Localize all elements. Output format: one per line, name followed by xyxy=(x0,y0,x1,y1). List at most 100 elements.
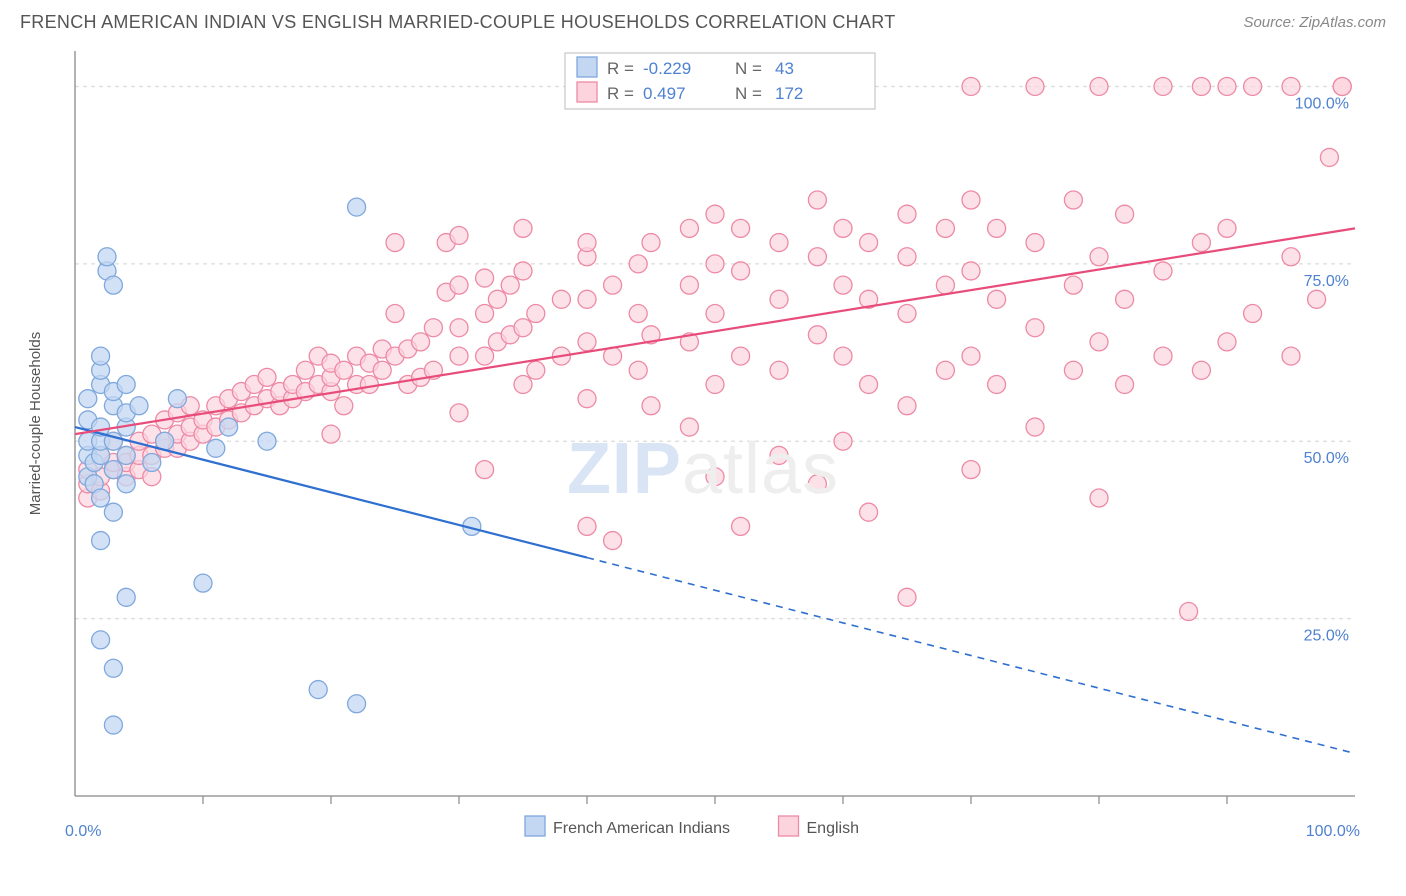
data-point xyxy=(1064,361,1082,379)
data-point xyxy=(706,205,724,223)
chart-title: FRENCH AMERICAN INDIAN VS ENGLISH MARRIE… xyxy=(20,12,896,33)
legend-swatch xyxy=(577,82,597,102)
data-point xyxy=(860,503,878,521)
data-point xyxy=(348,198,366,216)
data-point xyxy=(1154,77,1172,95)
data-point xyxy=(412,333,430,351)
legend-n-label: N = xyxy=(735,59,762,78)
data-point xyxy=(1282,77,1300,95)
data-point xyxy=(936,361,954,379)
data-point xyxy=(898,248,916,266)
series-english xyxy=(79,77,1351,620)
data-point xyxy=(424,319,442,337)
data-point xyxy=(629,305,647,323)
data-point xyxy=(207,439,225,457)
data-point xyxy=(1244,305,1262,323)
data-point xyxy=(808,191,826,209)
data-point xyxy=(680,219,698,237)
data-point xyxy=(450,226,468,244)
data-point xyxy=(143,454,161,472)
data-point xyxy=(450,319,468,337)
data-point xyxy=(1192,361,1210,379)
data-point xyxy=(988,290,1006,308)
y-axis-label: Married-couple Households xyxy=(27,332,44,515)
data-point xyxy=(476,347,494,365)
trend-line-solid xyxy=(75,427,587,558)
data-point xyxy=(527,305,545,323)
data-point xyxy=(732,219,750,237)
data-point xyxy=(629,361,647,379)
legend-series-label: French American Indians xyxy=(553,820,730,837)
data-point xyxy=(642,234,660,252)
trend-line-dashed xyxy=(587,558,1355,754)
data-point xyxy=(552,290,570,308)
data-point xyxy=(1116,375,1134,393)
data-point xyxy=(104,276,122,294)
data-point xyxy=(1026,234,1044,252)
data-point xyxy=(936,219,954,237)
correlation-chart: 25.0%50.0%75.0%100.0%0.0%100.0%Married-c… xyxy=(20,41,1386,896)
data-point xyxy=(1026,77,1044,95)
data-point xyxy=(604,276,622,294)
data-point xyxy=(1192,234,1210,252)
data-point xyxy=(1090,333,1108,351)
data-point xyxy=(860,375,878,393)
data-point xyxy=(335,397,353,415)
legend-r-value: 0.497 xyxy=(643,84,686,103)
data-point xyxy=(578,234,596,252)
data-point xyxy=(527,361,545,379)
data-point xyxy=(1154,262,1172,280)
data-point xyxy=(309,681,327,699)
data-point xyxy=(488,290,506,308)
data-point xyxy=(834,276,852,294)
data-point xyxy=(1333,77,1351,95)
data-point xyxy=(514,219,532,237)
data-point xyxy=(578,517,596,535)
data-point xyxy=(514,375,532,393)
legend-swatch xyxy=(577,57,597,77)
data-point xyxy=(962,77,980,95)
data-point xyxy=(1116,290,1134,308)
data-point xyxy=(514,262,532,280)
data-point xyxy=(104,461,122,479)
data-point xyxy=(1218,77,1236,95)
data-point xyxy=(386,234,404,252)
data-point xyxy=(258,432,276,450)
data-point xyxy=(117,375,135,393)
data-point xyxy=(604,532,622,550)
data-point xyxy=(1090,489,1108,507)
x-end-label: 100.0% xyxy=(1306,823,1360,840)
legend-n-label: N = xyxy=(735,84,762,103)
data-point xyxy=(450,276,468,294)
data-point xyxy=(962,262,980,280)
data-point xyxy=(860,234,878,252)
data-point xyxy=(732,517,750,535)
data-point xyxy=(808,475,826,493)
legend-r-label: R = xyxy=(607,84,634,103)
data-point xyxy=(680,418,698,436)
data-point xyxy=(1282,347,1300,365)
data-point xyxy=(386,305,404,323)
data-point xyxy=(476,305,494,323)
legend-swatch xyxy=(779,816,799,836)
data-point xyxy=(117,588,135,606)
legend-r-label: R = xyxy=(607,59,634,78)
data-point xyxy=(98,248,116,266)
data-point xyxy=(898,397,916,415)
data-point xyxy=(706,255,724,273)
data-point xyxy=(476,461,494,479)
data-point xyxy=(1116,205,1134,223)
y-tick-label: 100.0% xyxy=(1295,95,1349,112)
y-tick-label: 50.0% xyxy=(1304,450,1349,467)
data-point xyxy=(1090,77,1108,95)
data-point xyxy=(770,234,788,252)
data-point xyxy=(770,290,788,308)
data-point xyxy=(322,425,340,443)
legend-n-value: 43 xyxy=(775,59,794,78)
data-point xyxy=(706,375,724,393)
data-point xyxy=(117,446,135,464)
data-point xyxy=(1064,191,1082,209)
data-point xyxy=(360,375,378,393)
data-point xyxy=(258,368,276,386)
data-point xyxy=(92,489,110,507)
